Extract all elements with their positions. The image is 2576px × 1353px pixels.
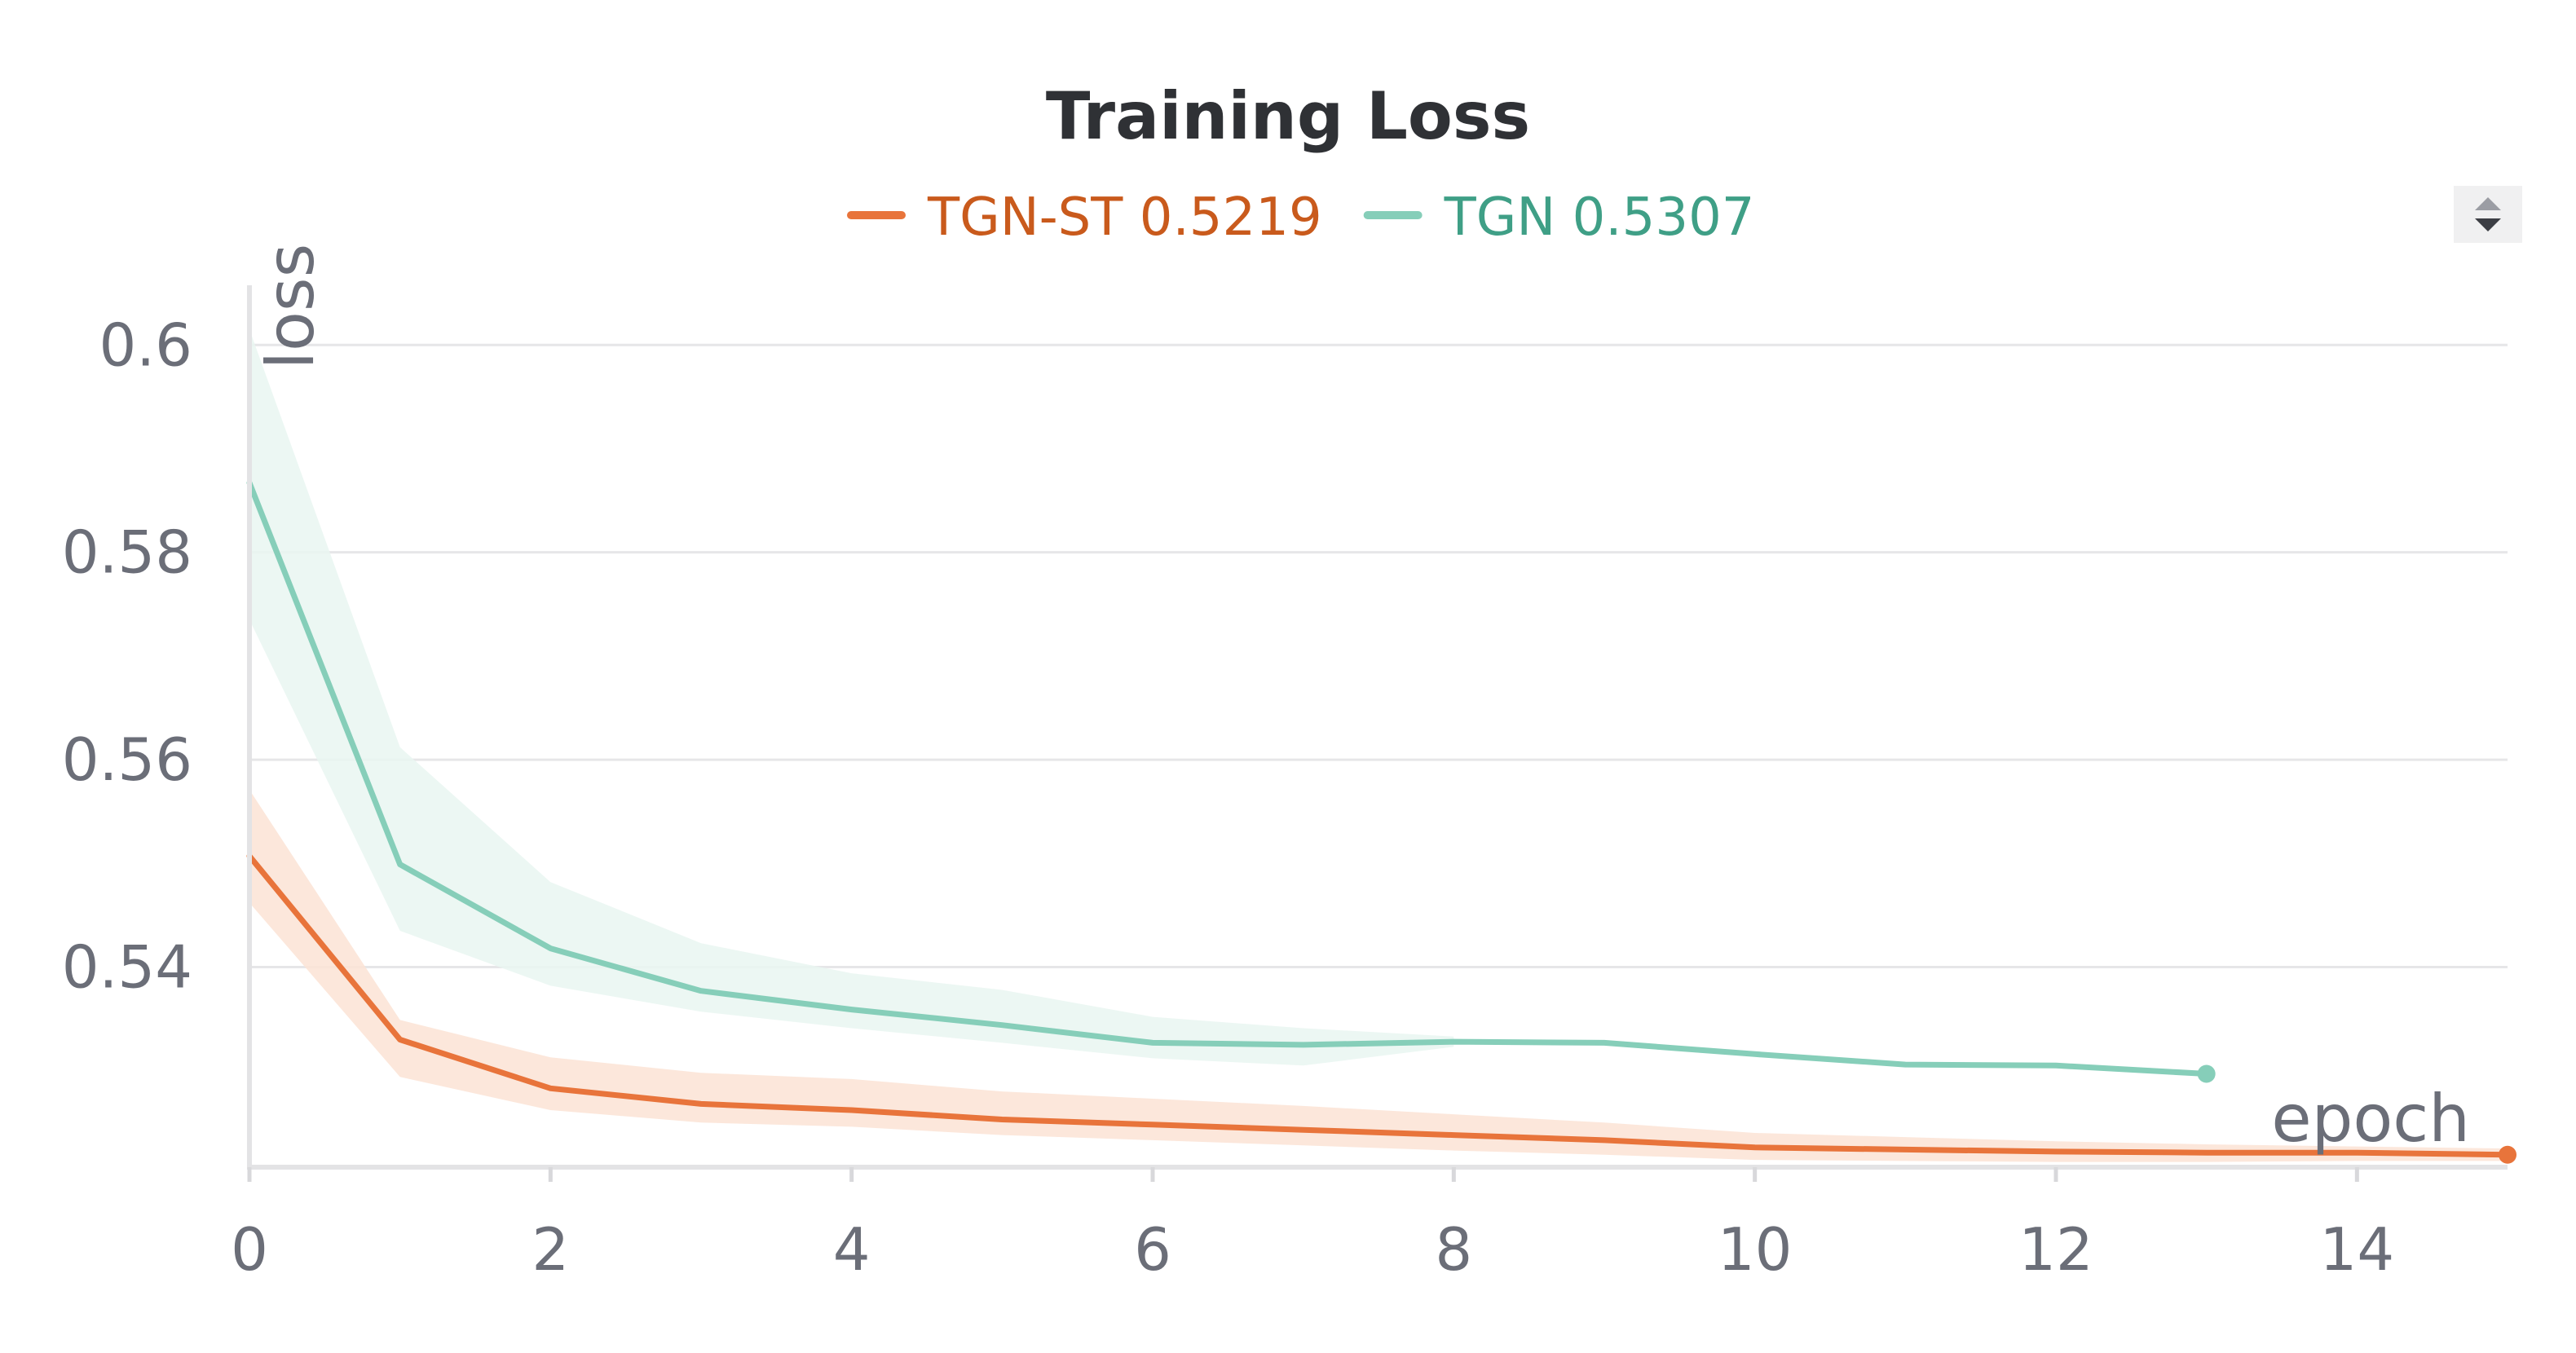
y-tick-label-0: 0.54: [62, 932, 192, 1001]
legend-label-tgn: TGN 0.5307: [1444, 187, 1755, 248]
series-lines: [246, 479, 2511, 1158]
x-tick-label-12: 12: [2018, 1215, 2093, 1284]
x-tick-label-6: 6: [1134, 1215, 1171, 1284]
y-axis-label: loss: [253, 244, 329, 370]
x-tick-label-4: 4: [833, 1215, 871, 1284]
triangle-up-icon: [2475, 197, 2501, 210]
x-tick-label-0: 0: [231, 1215, 268, 1284]
x-tick-labels: 0 2 4 6 8 10 12 14: [231, 1215, 2394, 1284]
series-endpoints: [2197, 1064, 2516, 1164]
x-tick-label-8: 8: [1435, 1215, 1472, 1284]
grid-lines: [249, 343, 2508, 968]
triangle-down-icon: [2475, 218, 2501, 231]
legend-item-tgn[interactable]: TGN 0.5307: [1363, 187, 1755, 248]
x-axis-label: epoch: [2271, 1081, 2470, 1157]
scroll-toggle-button[interactable]: [2454, 186, 2522, 243]
y-tick-labels: 0.54 0.56 0.58 0.6: [62, 311, 192, 1001]
y-tick-label-2: 0.58: [62, 518, 192, 587]
line-tgn: [246, 479, 2210, 1077]
line-tgn-st: [246, 853, 2511, 1158]
x-tick-label-10: 10: [1718, 1215, 1793, 1284]
y-tick-label-1: 0.56: [62, 725, 192, 794]
scroll-toggle-bg: [2454, 186, 2522, 243]
confidence-bands: [249, 329, 2508, 1162]
axes: [247, 285, 2508, 1182]
legend: TGN-ST 0.5219 TGN 0.5307: [847, 187, 1755, 248]
endpoint-tgn: [2197, 1064, 2216, 1083]
x-tick-label-14: 14: [2320, 1215, 2395, 1284]
band-tgn: [249, 329, 1454, 1066]
x-tick-label-2: 2: [532, 1215, 569, 1284]
legend-item-tgn-st[interactable]: TGN-ST 0.5219: [847, 187, 1322, 248]
legend-label-tgn-st: TGN-ST 0.5219: [927, 187, 1322, 248]
chart-title: Training Loss: [1046, 78, 1530, 154]
y-tick-label-3: 0.6: [99, 311, 192, 379]
endpoint-tgn-st: [2499, 1145, 2516, 1164]
